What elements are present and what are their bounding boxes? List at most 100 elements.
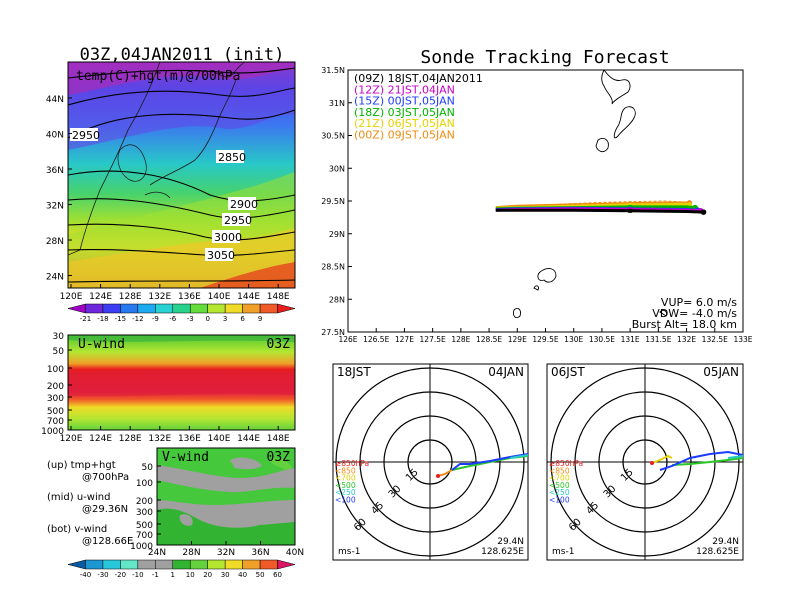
lon-tick-label: 127.5E <box>420 335 446 344</box>
lon-tick-label: 120E <box>60 434 83 444</box>
colorbar-swatch <box>189 559 208 570</box>
lon-tick-label: 132.5E <box>702 335 728 344</box>
lat-tick-label: 28N <box>46 237 64 247</box>
note-bot-1: (bot) v-wind <box>47 524 107 535</box>
colorbar-swatch <box>120 559 139 570</box>
lon-tick-label: 120E <box>60 292 83 302</box>
burst-point <box>700 209 707 215</box>
track-legend-entry: (21Z) 06JST,05JAN <box>354 117 455 130</box>
pressure-tick-label: 200 <box>47 382 64 392</box>
lat-tick-label: 40N <box>46 131 64 141</box>
colorbar-swatch <box>155 303 174 314</box>
lon-tick-label: 136E <box>178 292 201 302</box>
lat-tick-label: 32N <box>46 202 64 212</box>
lat-tick-label: 29.5N <box>321 197 345 206</box>
contour-label: 2850 <box>218 151 246 164</box>
lon-tick-labels: 126E 126.5E 127E 127.5E 128E 128.5E 129E 129.5E… <box>338 328 753 344</box>
hodograph-segment <box>509 454 528 459</box>
colorbar-swatch <box>259 303 278 314</box>
level-legend-entry: <250 <box>549 488 570 497</box>
lon-tick-label: 132E <box>677 335 696 344</box>
colorbar-swatch <box>155 559 174 570</box>
polar-date-label: 04JAN <box>488 365 524 379</box>
coastlines <box>513 70 667 319</box>
colorbar-swatch <box>277 559 296 570</box>
note-mid-2: @29.36N <box>82 504 128 515</box>
colorbar-swatch <box>224 303 243 314</box>
colorbar-swatch <box>172 303 191 314</box>
lon-tick-label: 126.5E <box>363 335 389 344</box>
colorbar-swatch <box>172 559 191 570</box>
lat-tick-label: 29N <box>329 230 345 239</box>
track-marker <box>628 208 633 213</box>
colorbar-swatch <box>259 559 278 570</box>
colorbar-swatch <box>224 559 243 570</box>
level-legend-entry: <850 <box>549 466 570 475</box>
lon-tick-labels: 120E 124E 128E 132E 136E 140E 144E 148E <box>60 426 290 444</box>
pressure-tick-label: 700 <box>136 531 153 541</box>
lon-tick-labels: 120E 124E 128E 132E 136E 140E 144E 148E <box>60 284 290 302</box>
level-legend-entry: ≥850hPa <box>549 459 583 468</box>
level-legend-entry: <500 <box>549 481 570 490</box>
lat-tick-labels: 24N 28N 32N 36N 40N <box>148 541 304 558</box>
colorbar-tick-label: -12 <box>132 315 143 323</box>
lon-tick-label: 129E <box>508 335 527 344</box>
colorbar-tick-label: -21 <box>80 315 91 323</box>
lon-tick-label: 144E <box>237 434 260 444</box>
colorbar-tick-label: 0 <box>205 315 209 323</box>
pressure-tick-label: 1000 <box>41 427 64 437</box>
pressure-tick-label: 100 <box>47 365 64 375</box>
track-legend-entry: (18Z) 03JST,05JAN <box>354 106 455 119</box>
note-bot-2: @128.66E <box>82 536 133 547</box>
pressure-tick-label: 50 <box>53 347 65 357</box>
colorbar-tick-label: 20 <box>203 571 212 579</box>
pressure-tick-label: 300 <box>136 508 153 518</box>
lat-tick-labels: 31.5N 31N 30.5N 30N 29.5N 29N 28.5N 28N 27.5N <box>321 66 352 337</box>
colorbar-swatch <box>85 303 104 314</box>
polar-unit-label: ms-1 <box>552 547 574 557</box>
lat-tick-label: 44N <box>46 95 64 105</box>
track-legend-entry: (12Z) 21JST,04JAN <box>354 83 455 96</box>
colorbar-swatch <box>277 303 296 314</box>
contour-label: 2950 <box>224 214 252 227</box>
hodograph-segment <box>671 457 743 466</box>
pressure-tick-label: 700 <box>47 417 64 427</box>
polar-lon-label: 128.625E <box>481 547 524 557</box>
wind-colorbar: -40 -30 -20 -10 -1 1 10 20 30 40 50 60 <box>67 559 296 579</box>
lon-tick-label: 132E <box>148 292 171 302</box>
pressure-tick-label: 300 <box>47 394 64 404</box>
polar-date-label: 05JAN <box>703 365 739 379</box>
pressure-tick-label: 100 <box>136 479 153 489</box>
param-vdw: VDW= -4.0 m/s <box>652 307 737 320</box>
temperature-colorbar: -21 -18 -15 -12 -9 -6 -3 0 3 6 9 <box>67 303 296 323</box>
pressure-tick-label: 500 <box>136 521 153 531</box>
colorbar-tick-label: -18 <box>97 315 108 323</box>
lon-tick-label: 131.5E <box>645 335 671 344</box>
colorbar-swatch <box>207 303 226 314</box>
lat-tick-label: 28N <box>329 295 345 304</box>
sonde-track-map: 31.5N 31N 30.5N 30N 29.5N 29N 28.5N 28N 27.5N 12… <box>321 66 753 344</box>
lat-tick-label: 31.5N <box>321 66 345 75</box>
track-legend-entry: (15Z) 00JST,05JAN <box>354 95 455 108</box>
ascent-trace <box>528 200 690 207</box>
lat-tick-label: 30N <box>329 164 345 173</box>
colorbar-tick-label: -6 <box>169 315 177 323</box>
colorbar-swatch <box>102 303 121 314</box>
lat-tick-label: 36N <box>46 166 64 176</box>
temp-panel-label: temp(C)+hgt(m)@700hPa <box>76 69 240 84</box>
colorbar-swatch <box>207 559 226 570</box>
hodograph-segment <box>659 450 743 471</box>
lon-tick-label: 126E <box>338 335 357 344</box>
colorbar-swatch <box>85 559 104 570</box>
lat-tick-label: 32N <box>217 548 235 558</box>
colorbar-tick-label: 50 <box>256 571 265 579</box>
temp-height-panel: temp(C)+hgt(m)@700hPa 2950 2850 2900 295… <box>46 61 296 302</box>
colorbar-swatch <box>242 559 261 570</box>
colorbar-swatch <box>120 303 139 314</box>
init-title: 03Z,04JAN2011 (init) <box>80 45 285 65</box>
lat-tick-label: 28N <box>182 548 200 558</box>
lon-tick-label: 148E <box>267 434 290 444</box>
